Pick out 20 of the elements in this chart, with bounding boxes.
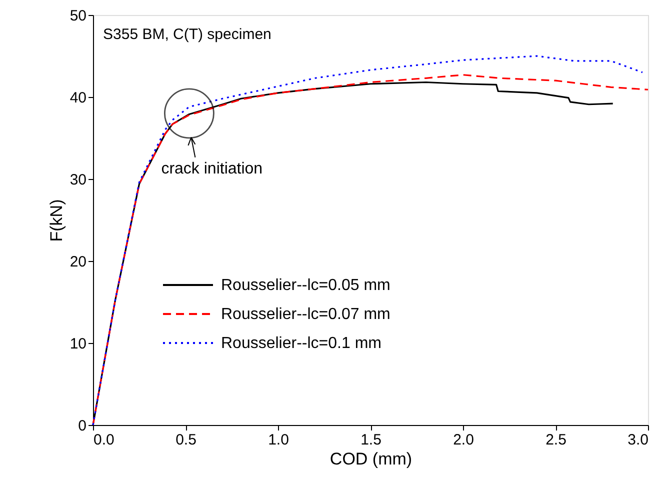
x-tick-label: 3.0 [628, 432, 648, 448]
x-axis-title: COD (mm) [330, 450, 412, 468]
legend-label: Rousselier--lc=0.1 mm [221, 335, 382, 352]
legend-label: Rousselier--lc=0.07 mm [221, 306, 390, 323]
y-tick-label: 20 [70, 254, 86, 270]
legend-label: Rousselier--lc=0.05 mm [221, 277, 390, 294]
y-tick-label: 40 [70, 90, 86, 106]
y-tick-label: 50 [70, 8, 86, 24]
x-tick-label: 1.0 [268, 432, 289, 448]
y-tick-label: 30 [70, 172, 86, 188]
y-axis-title: F(kN) [46, 199, 66, 242]
y-tick-label: 0 [78, 418, 86, 434]
x-tick-label: 2.0 [453, 432, 474, 448]
x-tick-label: 1.5 [360, 432, 382, 448]
annotation: crack initiation [161, 160, 263, 178]
x-tick-label: 0.5 [176, 432, 196, 448]
annotation: S355 BM, C(T) specimen [103, 26, 272, 43]
y-tick-label: 10 [70, 336, 86, 352]
x-tick-label: 2.5 [546, 432, 566, 448]
x-tick-label: 0.0 [94, 432, 114, 448]
